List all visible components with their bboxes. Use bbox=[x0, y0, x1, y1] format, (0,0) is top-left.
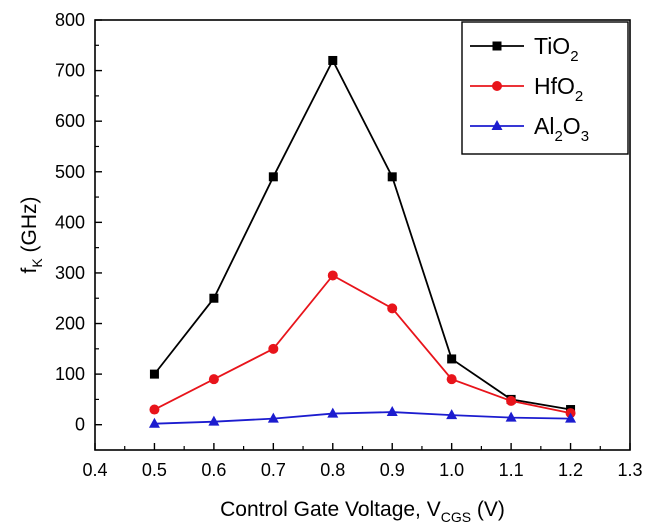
x-tick-label: 1.1 bbox=[499, 460, 524, 480]
data-point bbox=[446, 374, 457, 385]
legend: TiO2 HfO2 Al2O3 bbox=[461, 21, 629, 155]
data-point bbox=[209, 293, 219, 303]
data-point bbox=[565, 412, 577, 423]
x-axis-label: Control Gate Voltage, VCGS (V) bbox=[220, 498, 505, 525]
legend-item: HfO2 bbox=[470, 73, 583, 105]
series-line bbox=[153, 58, 571, 411]
legend-item: Al2O3 bbox=[470, 113, 589, 145]
series-group bbox=[148, 55, 577, 428]
y-tick-label: 200 bbox=[55, 314, 85, 334]
legend-box bbox=[461, 21, 629, 155]
axes: 0.4 0.5 0.6 0.7 0.8 0.9 1.0 1.1 1.2 1.3 0 100 200 300… bbox=[55, 10, 643, 480]
legend-swatch-marker bbox=[491, 120, 503, 130]
data-point bbox=[268, 343, 279, 354]
legend-label: HfO2 bbox=[534, 73, 583, 105]
series-triangle bbox=[148, 406, 577, 428]
x-tick-label: 1.2 bbox=[558, 460, 583, 480]
legend-label: Al2O3 bbox=[534, 113, 589, 145]
data-point bbox=[327, 407, 339, 418]
data-point bbox=[505, 411, 517, 422]
data-point bbox=[149, 369, 159, 379]
data-point bbox=[208, 374, 219, 385]
data-point bbox=[328, 55, 338, 65]
x-tick-label: 1.3 bbox=[617, 460, 642, 480]
data-point bbox=[387, 303, 398, 314]
axis-labels: Control Gate Voltage, VCGS (V) fK (GHz) bbox=[18, 196, 505, 525]
data-point bbox=[327, 270, 338, 281]
data-point bbox=[149, 404, 160, 415]
x-tick-label: 0.9 bbox=[380, 460, 405, 480]
y-tick-label: 600 bbox=[55, 111, 85, 131]
y-axis-label: fK (GHz) bbox=[18, 196, 45, 273]
legend-swatch-marker bbox=[492, 41, 502, 51]
x-tick-label: 0.4 bbox=[82, 460, 107, 480]
data-point bbox=[208, 415, 220, 426]
x-tick-label: 0.8 bbox=[320, 460, 345, 480]
data-point bbox=[506, 395, 517, 406]
series-line bbox=[154, 411, 571, 425]
data-point bbox=[268, 172, 278, 182]
y-tick-label: 400 bbox=[55, 212, 85, 232]
y-tick-label: 500 bbox=[55, 162, 85, 182]
x-tick-label: 0.5 bbox=[142, 460, 167, 480]
y-tick-label: 800 bbox=[55, 10, 85, 30]
legend-item: TiO2 bbox=[470, 33, 579, 65]
y-tick-label: 0 bbox=[75, 415, 85, 435]
legend-swatch-marker bbox=[492, 81, 502, 91]
x-tick-label: 0.6 bbox=[201, 460, 226, 480]
legend-label: TiO2 bbox=[534, 33, 579, 65]
x-tick-label: 1.0 bbox=[439, 460, 464, 480]
y-tick-label: 100 bbox=[55, 364, 85, 384]
data-point bbox=[386, 406, 398, 417]
y-tick-label: 300 bbox=[55, 263, 85, 283]
data-point bbox=[447, 354, 457, 364]
x-tick-label: 0.7 bbox=[261, 460, 286, 480]
y-tick-label: 700 bbox=[55, 61, 85, 81]
series-line bbox=[154, 274, 571, 414]
data-point bbox=[148, 417, 160, 428]
data-point bbox=[387, 172, 397, 182]
data-point bbox=[267, 412, 279, 423]
data-point bbox=[446, 409, 458, 420]
